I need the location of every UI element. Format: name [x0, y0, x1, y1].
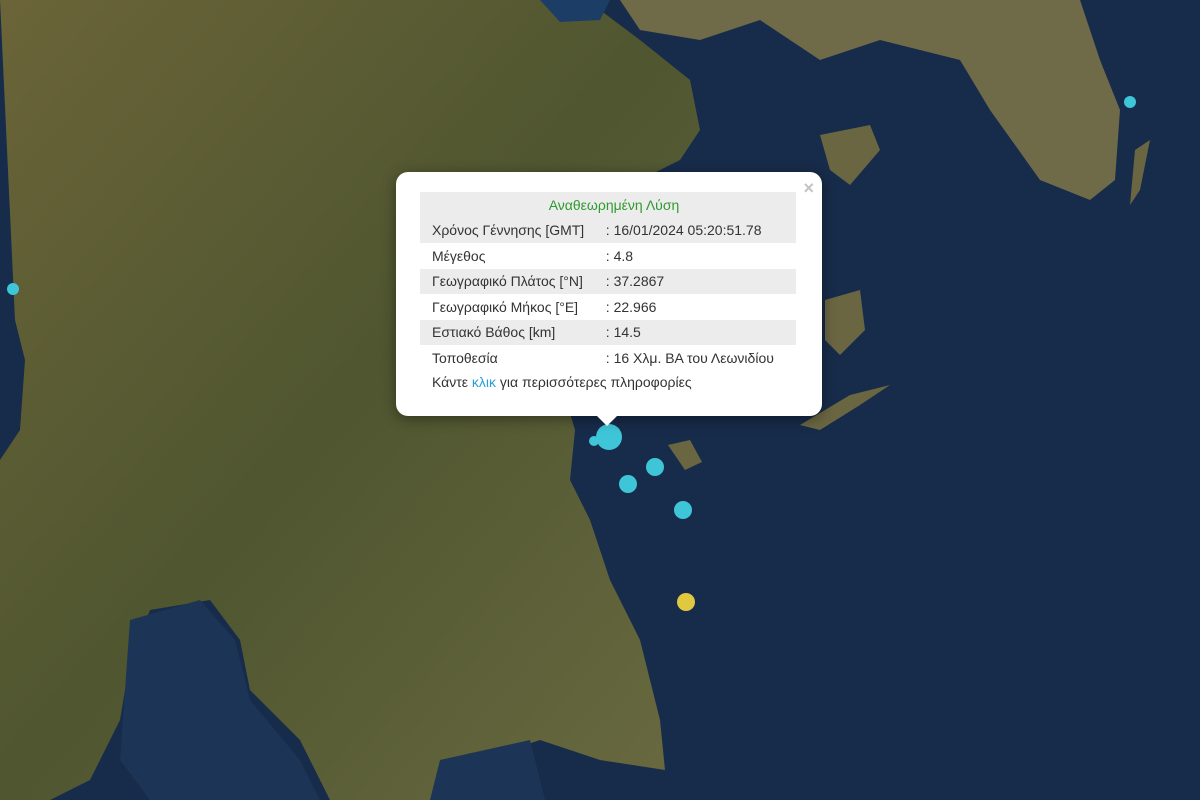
lake-water	[540, 0, 610, 22]
table-row: Μέγεθος : 4.8	[420, 243, 796, 269]
table-row: Γεωγραφικό Μήκος [°E] : 22.966	[420, 294, 796, 320]
gulf-water	[430, 740, 545, 800]
row-value: : 14.5	[605, 319, 796, 345]
island	[825, 290, 865, 355]
row-value: : 37.2867	[605, 268, 796, 294]
earthquake-marker[interactable]	[646, 458, 664, 476]
more-info-link[interactable]: κλικ	[471, 374, 497, 390]
row-value: : 22.966	[605, 298, 657, 315]
close-icon[interactable]: ×	[803, 178, 814, 198]
earthquake-marker[interactable]	[1124, 96, 1136, 108]
earthquake-marker-selected[interactable]	[596, 424, 622, 450]
table-row: Τοποθεσία : 16 Χλμ. ΒΑ του Λεωνιδίου	[420, 345, 796, 371]
more-prefix: Κάντε	[432, 374, 472, 390]
row-value: : 16/01/2024 05:20:51.78	[605, 217, 796, 243]
earthquake-marker[interactable]	[7, 283, 19, 295]
gulf-water	[120, 600, 320, 800]
island	[800, 385, 890, 430]
more-info-text: Κάντε κλικ για περισσότερες πληροφορίες	[432, 374, 692, 390]
table-row: Εστιακό Βάθος [km]: 14.5	[420, 319, 796, 345]
row-value: : 4.8	[605, 247, 634, 264]
earthquake-marker[interactable]	[619, 475, 637, 493]
popup-tip	[596, 415, 618, 426]
row-label: Μέγεθος	[432, 247, 486, 264]
earthquake-details-table: Αναθεωρημένη Λύση Χρόνος Γέννησης [GMT]:…	[420, 192, 796, 371]
attica-land	[620, 0, 1120, 200]
row-label: Χρόνος Γέννησης [GMT]	[420, 217, 606, 243]
row-value: : 16 Χλμ. ΒΑ του Λεωνιδίου	[605, 349, 774, 366]
earthquake-marker[interactable]	[674, 501, 692, 519]
row-label: Γεωγραφικό Μήκος [°E]	[432, 298, 579, 315]
table-row: Χρόνος Γέννησης [GMT]: 16/01/2024 05:20:…	[420, 217, 796, 243]
more-suffix: για περισσότερες πληροφορίες	[496, 374, 692, 390]
popup-title: Αναθεωρημένη Λύση	[420, 192, 796, 218]
island	[1130, 140, 1150, 205]
row-label: Τοποθεσία	[432, 349, 498, 366]
table-row: Γεωγραφικό Πλάτος [°N]: 37.2867	[420, 268, 796, 294]
island	[668, 440, 702, 470]
row-label: Εστιακό Βάθος [km]	[420, 319, 606, 345]
row-label: Γεωγραφικό Πλάτος [°N]	[420, 268, 606, 294]
island	[820, 125, 880, 185]
earthquake-popup: × Αναθεωρημένη Λύση Χρόνος Γέννησης [GMT…	[396, 172, 822, 426]
earthquake-marker[interactable]	[677, 593, 695, 611]
